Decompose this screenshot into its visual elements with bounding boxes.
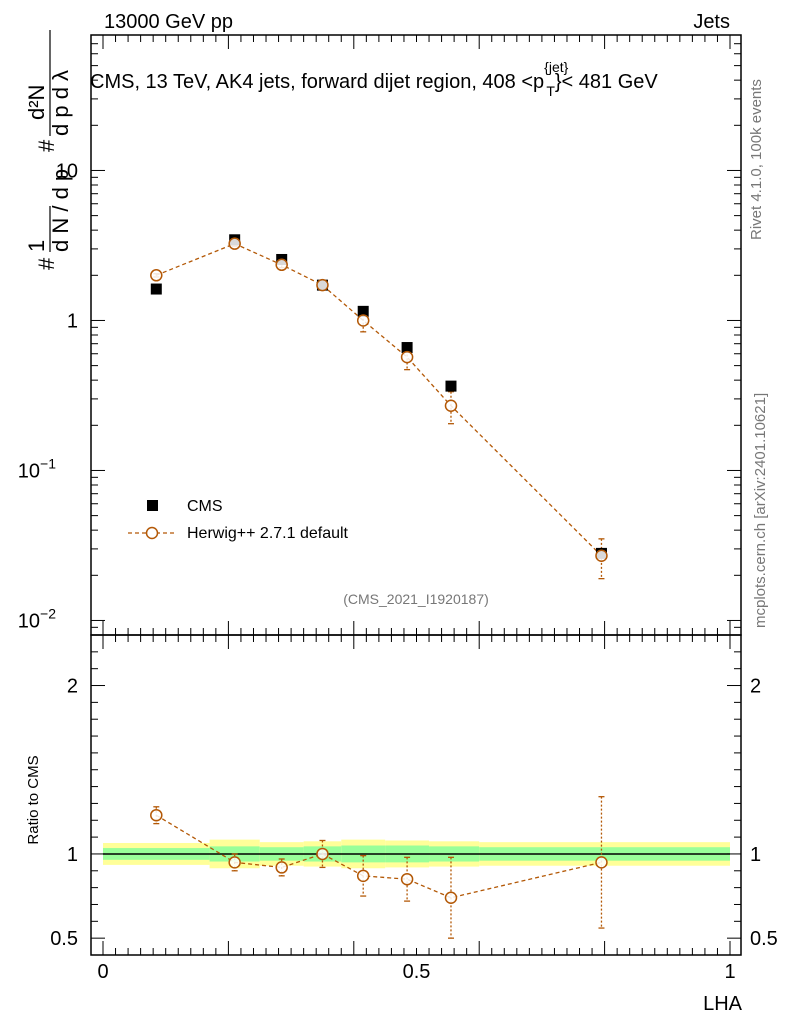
main-y-tick-label: 1	[67, 310, 78, 332]
ratio-frame	[90, 634, 742, 956]
x-axis-label: LHA	[703, 993, 743, 1015]
ratio-herwig-point	[228, 856, 241, 869]
y-label-hash1: #	[34, 257, 59, 270]
ratio-herwig-point	[316, 847, 329, 861]
cms-point	[401, 342, 413, 354]
legend-label-herwig: Herwig++ 2.7.1 default	[187, 525, 349, 542]
herwig-point	[150, 269, 163, 282]
herwig-point	[275, 258, 288, 272]
y-label-dpT: d p d λ	[48, 70, 73, 136]
ratio-y-tick-label-right: 1	[750, 844, 761, 866]
herwig-point	[316, 278, 329, 292]
cms-point	[357, 305, 369, 317]
ratio-y-tick-label-right: 2	[750, 676, 761, 698]
legend-marker-cms	[147, 500, 158, 511]
ratio-panel: 0 0.5 1 0.5 0.5 1 1 2 2	[50, 634, 778, 983]
herwig-point	[400, 350, 414, 364]
herwig-point	[595, 549, 608, 563]
x-tick-label: 0.5	[403, 961, 431, 983]
ratio-herwig-point	[150, 808, 163, 822]
rivet-version-label: Rivet 4.1.0, 100k events	[748, 79, 765, 240]
main-y-tick-label: 10−2	[18, 605, 56, 632]
x-tick-label: 0	[97, 961, 108, 983]
main-y-tick-label-exponent: −1	[40, 455, 56, 471]
main-y-tick-label: 10−1	[18, 455, 56, 482]
header-left: 13000 GeV pp	[104, 11, 233, 33]
ratio-herwig-point	[400, 872, 414, 886]
main-panel: 10−2 10−1 1 10	[18, 34, 742, 636]
main-frame	[90, 34, 742, 636]
ratio-y-tick-label: 1	[67, 844, 78, 866]
y-label-one: 1	[24, 240, 49, 252]
y-label-dN: d N / d p	[48, 169, 73, 252]
legend-marker-herwig	[145, 526, 159, 540]
cms-point	[150, 283, 162, 295]
y-label-d2N: d²N	[24, 85, 49, 120]
header-right: Jets	[693, 11, 730, 33]
ratio-herwig-point	[595, 856, 608, 869]
main-y-tick-label-exponent: −2	[40, 605, 56, 621]
mcplots-label: mcplots.cern.ch [arXiv:2401.10621]	[752, 393, 769, 628]
main-y-axis-label: # 1 d N / d p # d²N d p d λ	[24, 30, 73, 270]
ratio-y-tick-label: 2	[67, 676, 78, 698]
chart-title: CMS, 13 TeV, AK4 jets, forward dijet reg…	[90, 59, 658, 99]
ratio-herwig-point	[275, 861, 288, 874]
herwig-point	[228, 237, 241, 250]
legend-label-cms: CMS	[187, 498, 223, 515]
ratio-y-tick-label: 0.5	[50, 928, 78, 950]
herwig-point	[356, 314, 370, 327]
ratio-herwig-point	[356, 869, 370, 883]
x-tick-label: 1	[724, 961, 735, 983]
ratio-herwig-line	[155, 814, 602, 899]
cms-point	[445, 380, 457, 392]
ratio-herwig-point	[444, 891, 458, 904]
main-y-tick-label: 10	[56, 160, 78, 182]
ratio-y-axis-label: Ratio to CMS	[25, 755, 42, 844]
analysis-watermark: (CMS_2021_I1920187)	[343, 591, 489, 607]
legend: CMS Herwig++ 2.7.1 default	[128, 498, 349, 542]
ratio-y-tick-label-right: 0.5	[750, 928, 778, 950]
herwig-line	[156, 242, 602, 557]
y-label-hash2: #	[34, 139, 59, 152]
herwig-point	[444, 399, 458, 413]
